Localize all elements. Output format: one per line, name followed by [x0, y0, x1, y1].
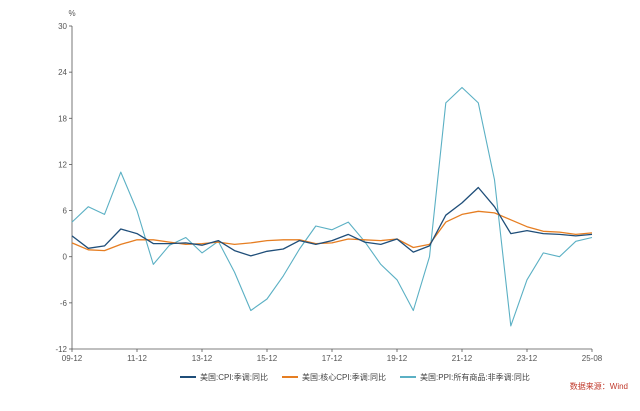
series-lines [71, 86, 593, 327]
legend-label-cpi: 美国:CPI:季调:同比 [200, 372, 269, 382]
y-tick-label: 18 [58, 114, 67, 123]
legend-item-cpi: 美国:CPI:季调:同比 [180, 372, 268, 383]
y-tick-label: 24 [58, 68, 67, 77]
x-tick-label: 13-12 [192, 354, 213, 363]
legend-item-ppi: 美国:PPI:所有商品:非季调:同比 [400, 372, 530, 383]
x-tick-label: 17-12 [322, 354, 343, 363]
y-tick-label: 6 [63, 207, 68, 216]
legend-swatch-cpi [180, 376, 196, 378]
legend-item-core-cpi: 美国:核心CPI:季调:同比 [282, 372, 386, 383]
y-tick-label: 12 [58, 160, 67, 169]
y-tick-label: -6 [60, 299, 68, 308]
x-tick-label: 23-12 [517, 354, 538, 363]
y-tick-label: 30 [58, 22, 67, 31]
y-axis-unit-label: % [68, 9, 75, 18]
legend-label-ppi: 美国:PPI:所有商品:非季调:同比 [420, 372, 530, 382]
y-tick-label: -12 [55, 345, 67, 354]
y-tick-labels: 30 24 18 12 6 0 -6 -12 [55, 22, 72, 354]
axes [71, 26, 592, 350]
legend-swatch-core-cpi [282, 376, 299, 378]
x-tick-label: 21-12 [452, 354, 473, 363]
x-tick-label: 09-12 [62, 354, 83, 363]
legend: 美国:CPI:季调:同比 美国:核心CPI:季调:同比 美国:PPI:所有商品:… [180, 370, 530, 384]
series-line-core-cpi [71, 210, 593, 252]
y-tick-label: 0 [63, 253, 68, 262]
series-line-ppi [71, 86, 593, 327]
x-tick-labels: 09-12 11-12 13-12 15-12 17-12 19-12 21-12 23-12… [62, 349, 603, 363]
legend-swatch-ppi [400, 376, 417, 378]
x-tick-label: 11-12 [127, 354, 147, 363]
x-tick-label: 25-08 [582, 354, 603, 363]
source-note: 数据来源：Wind [569, 382, 628, 391]
x-tick-label: 15-12 [257, 354, 278, 363]
series-line-cpi [71, 186, 593, 257]
x-tick-label: 19-12 [387, 354, 408, 363]
legend-label-core-cpi: 美国:核心CPI:季调:同比 [302, 372, 387, 382]
